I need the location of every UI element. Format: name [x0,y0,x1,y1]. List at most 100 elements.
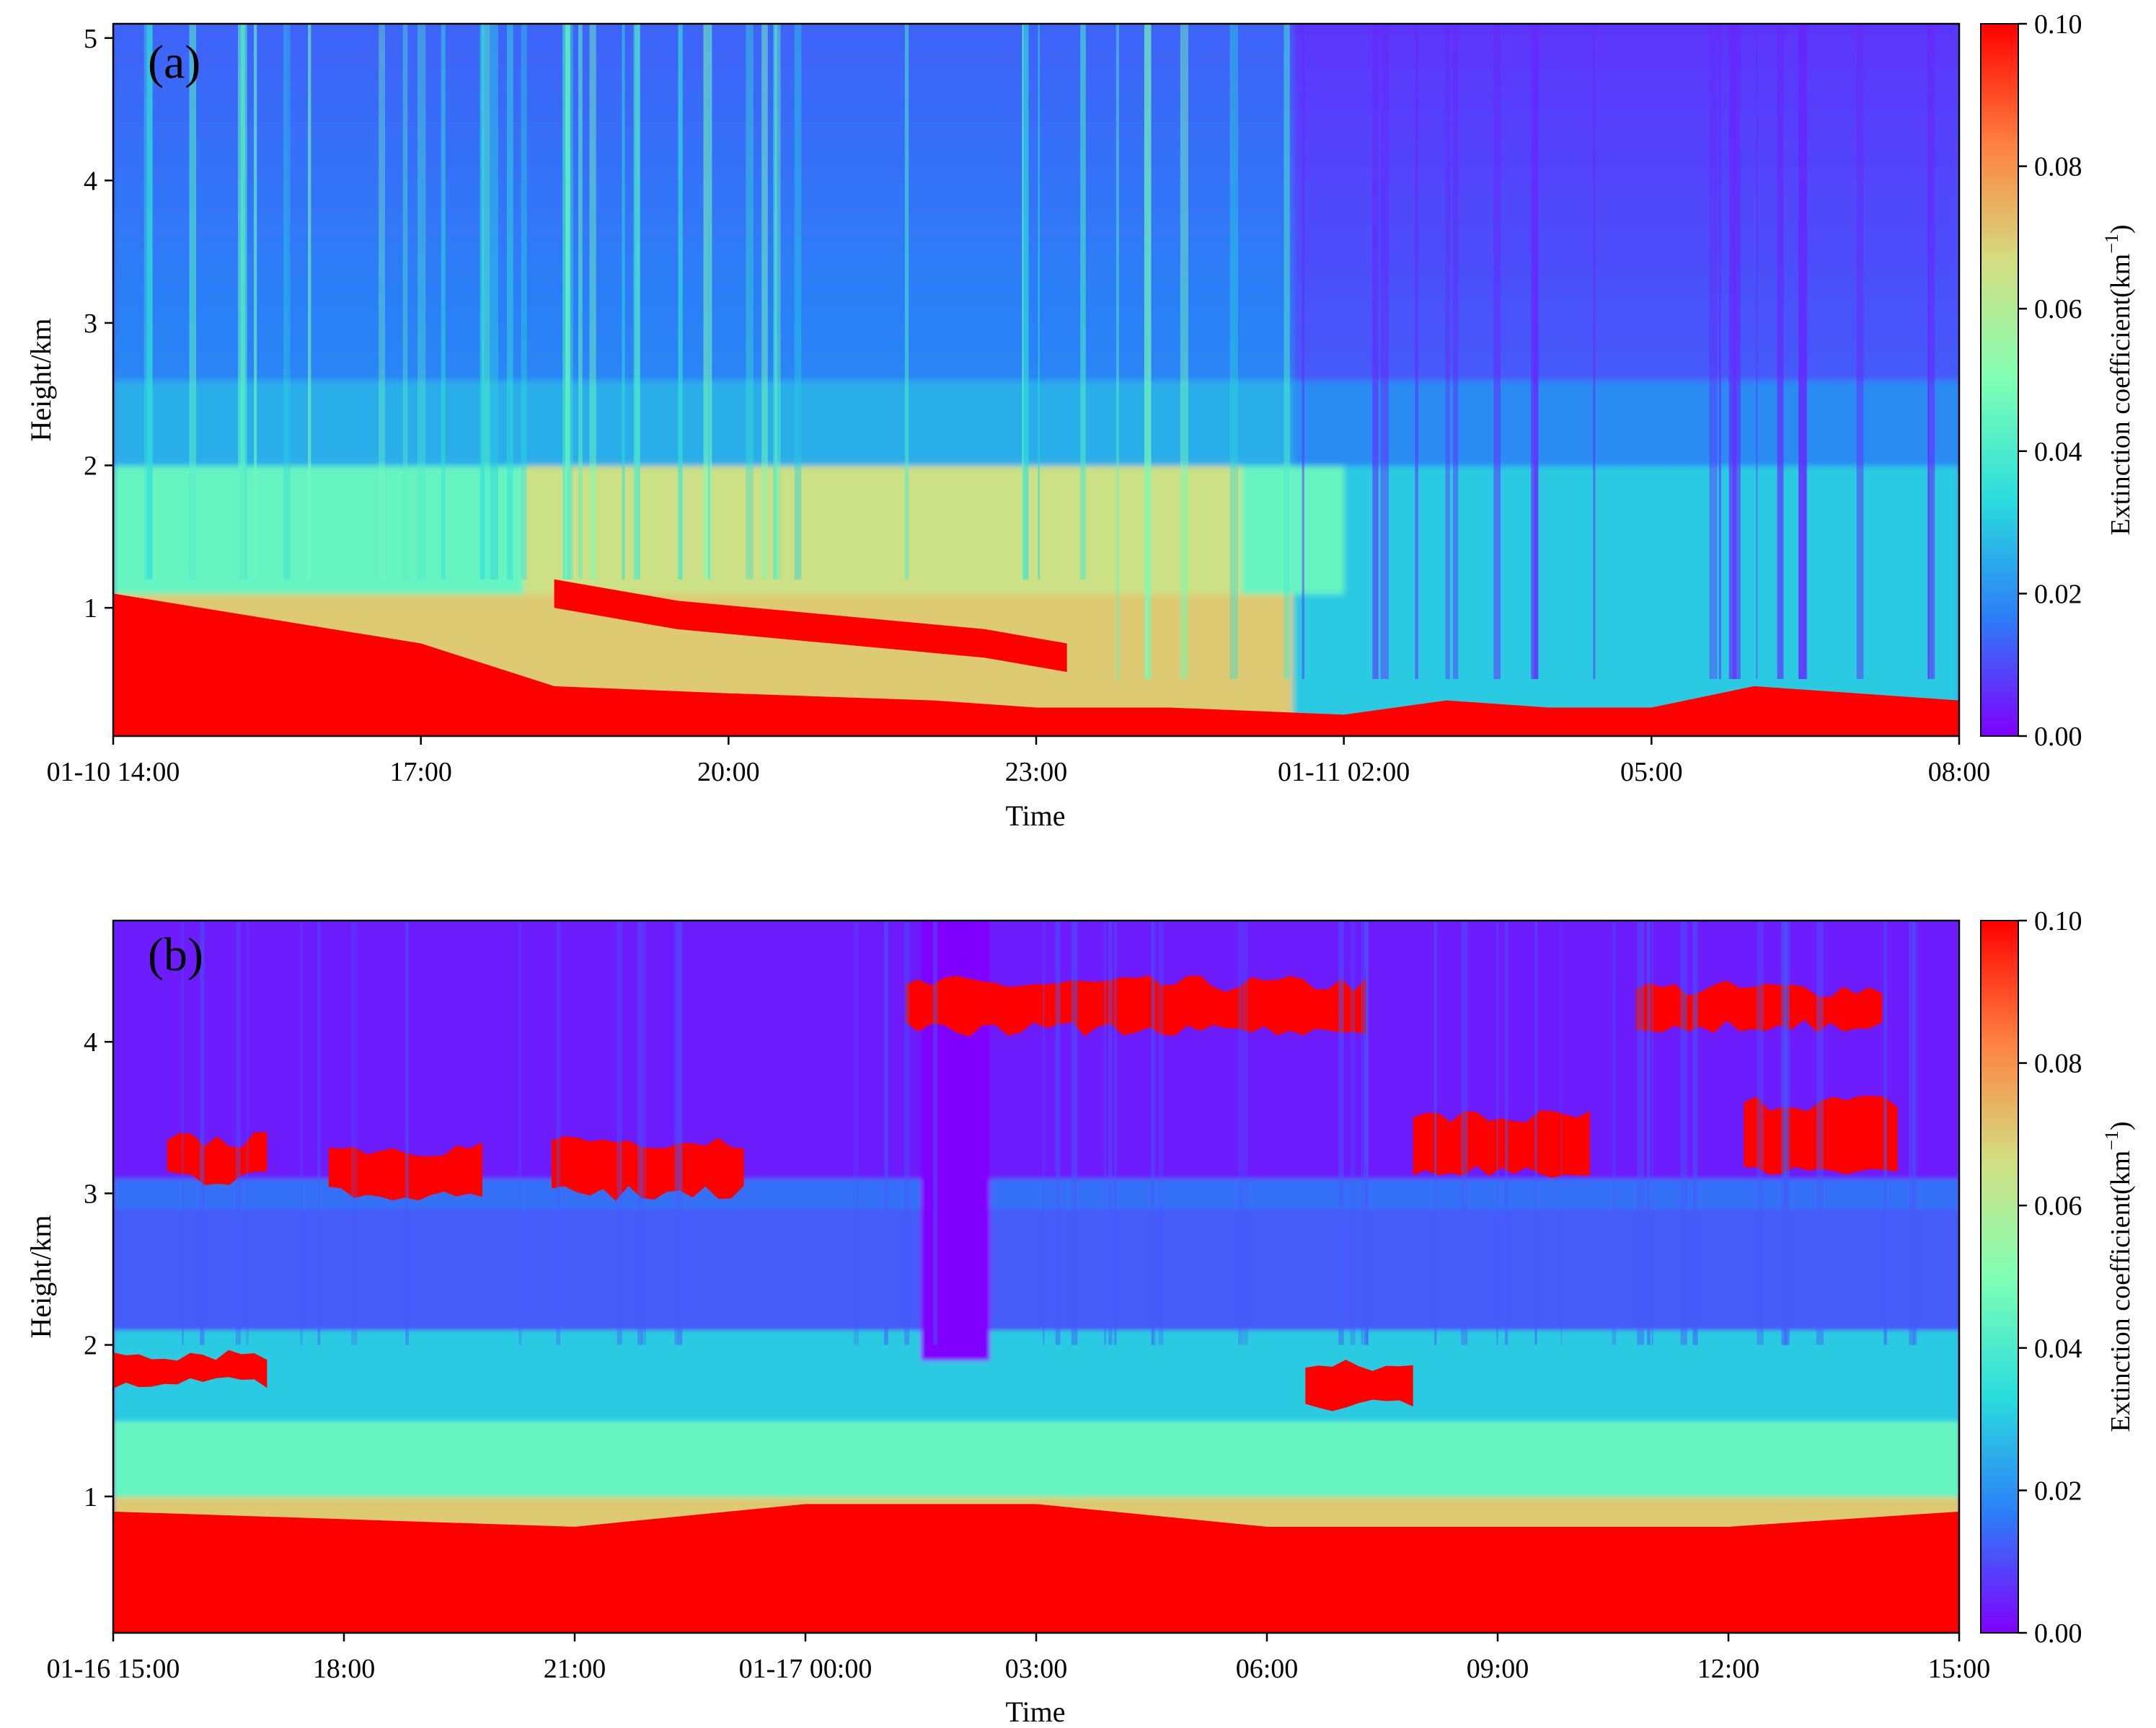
heatmap-cell [1625,66,1653,82]
heatmap-cell [505,981,529,998]
heatmap-cell [292,408,319,424]
heatmap-cell [1446,252,1473,267]
heatmap-cell [369,408,397,424]
heatmap-cell [292,94,319,110]
heatmap-cell [1036,151,1063,167]
heatmap-cell [1702,180,1729,196]
heatmap-cell [575,1360,598,1376]
heatmap-cell [390,1466,414,1482]
heatmap-cell [575,1102,598,1119]
heatmap-cell [159,1299,183,1316]
heatmap-cell [1933,351,1959,367]
heatmap-cell [1395,180,1422,196]
heatmap-cell [1754,494,1781,509]
heatmap-cell [1856,536,1883,552]
heatmap-cell [805,166,832,182]
heatmap-cell [651,650,679,666]
heatmap-cell [318,123,345,139]
heatmap-cell [1036,337,1063,353]
heatmap-cell [1549,608,1576,623]
heatmap-cell [292,479,319,495]
heatmap-cell [182,1178,206,1195]
heatmap-cell [344,1405,368,1422]
heatmap-cell [529,1042,552,1058]
heatmap-cell [677,280,704,296]
heatmap-cell [113,905,137,921]
heatmap-cell [446,422,473,438]
heatmap-cell [1113,494,1140,509]
heatmap-cell [1343,180,1371,196]
heatmap-cell [1421,608,1447,623]
heatmap-cell [436,1284,460,1301]
heatmap-cell [1241,24,1268,25]
heatmap-cell [1549,394,1576,409]
heatmap-cell [1446,66,1473,82]
heatmap-cell [1549,322,1576,338]
heatmap-cell [626,479,653,495]
heatmap-cell [1600,650,1627,666]
heatmap-cell [1651,66,1678,82]
heatmap-cell [252,1011,275,1028]
heatmap-cell [190,265,217,281]
heatmap-cell [367,1011,391,1028]
heatmap-cell [621,1405,645,1422]
heatmap-cell [1446,195,1473,210]
heatmap-cell [1702,394,1729,409]
heatmap-cell [598,1466,622,1482]
heatmap-cell [1446,608,1473,623]
heatmap-cell [1933,24,1959,25]
heatmap-cell [413,966,437,983]
heatmap-cell [267,37,293,53]
heatmap-cell [321,1450,345,1467]
heatmap-cell [252,1208,275,1225]
heatmap-cell [1907,252,1935,267]
heatmap-cell [933,451,960,466]
heatmap-cell [182,1269,206,1285]
heatmap-cell [164,522,191,538]
heatmap-cell [446,593,473,609]
heatmap-cell [1036,494,1063,509]
heatmap-cell [1676,166,1704,182]
heatmap-cell [1805,151,1832,167]
heatmap-cell [779,123,806,139]
heatmap-cell [552,1072,575,1089]
heatmap-cell [369,494,397,509]
heatmap-cell [275,1208,299,1225]
heatmap-cell [1651,280,1678,296]
heatmap-cell [552,1011,575,1028]
heatmap-cell [1139,37,1165,53]
heatmap-cell [529,1027,552,1043]
heatmap-cell [651,309,679,324]
heatmap-cell [908,380,935,395]
heatmap-cell [446,81,473,96]
heatmap-cell [1292,252,1320,267]
heatmap-cell [1907,24,1935,39]
heatmap-cell [229,1299,252,1316]
heatmap-cell [1574,195,1601,210]
heatmap-cell [1754,109,1781,125]
heatmap-cell [677,337,704,353]
heatmap-cell [1318,494,1345,509]
heatmap-cell [1651,551,1678,566]
heatmap-cell [420,94,448,110]
heatmap-cell [1164,66,1191,82]
heatmap-cell [1190,508,1216,523]
time-streak [402,24,408,580]
colorbar-tick-label: 0.04 [2034,437,2082,467]
heatmap-cell [523,608,550,623]
heatmap-cell [1754,621,1781,637]
heatmap-cell [459,1420,483,1437]
heatmap-cell [390,1435,414,1452]
heatmap-cell [908,252,935,267]
heatmap-cell [1625,109,1653,125]
heatmap-cell [292,422,319,438]
heatmap-cell [1190,422,1216,438]
heatmap-cell [1574,351,1601,367]
heatmap-cell [318,551,345,566]
heatmap-cell [136,1102,160,1119]
heatmap-cell [1702,280,1729,296]
heatmap-cell [1395,508,1422,523]
heatmap-cell [1907,166,1935,182]
heatmap-cell [267,437,293,452]
heatmap-cell [344,309,371,324]
